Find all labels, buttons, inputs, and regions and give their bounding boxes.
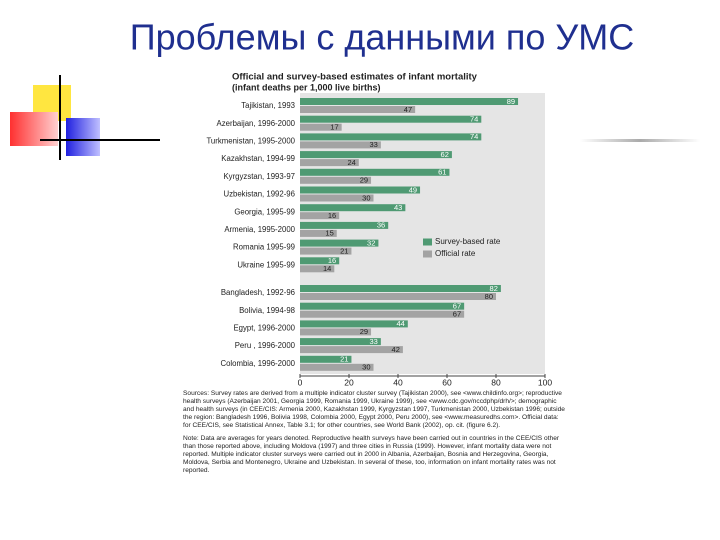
value-label: 62 (441, 150, 449, 159)
bar (300, 141, 381, 149)
value-label: 67 (453, 309, 461, 318)
bar (300, 159, 359, 167)
legend-swatch (423, 238, 432, 246)
y-tick-label: Peru , 1996-2000 (235, 341, 296, 350)
bar (300, 123, 342, 131)
y-tick-label: Armenia, 1995-2000 (224, 225, 295, 234)
bar (300, 204, 406, 212)
y-tick-label: Turkmenistan, 1995-2000 (206, 136, 295, 145)
x-tick-label: 0 (298, 377, 303, 387)
value-label: 15 (325, 229, 333, 238)
bar (300, 328, 372, 336)
value-label: 24 (347, 158, 355, 167)
x-tick-label: 80 (491, 377, 501, 387)
chart-title: Official and survey-based estimates of i… (232, 72, 478, 83)
bar (300, 293, 496, 300)
value-label: 36 (377, 221, 385, 230)
value-label: 74 (470, 114, 478, 123)
bar (300, 257, 340, 265)
x-tick-label: 100 (538, 377, 552, 387)
legend-label: Survey-based rate (435, 237, 501, 246)
note: Note: Data are averages for years denote… (183, 435, 560, 474)
decor (66, 118, 100, 156)
bar (300, 194, 374, 202)
value-label: 17 (330, 122, 338, 131)
value-label: 29 (360, 176, 368, 185)
bar (300, 229, 337, 237)
value-label: 43 (394, 203, 402, 212)
bar (300, 98, 519, 105)
value-label: 82 (490, 284, 498, 293)
y-tick-label: Bolivia, 1994-98 (239, 306, 295, 315)
bar (300, 115, 482, 123)
slide-title: Проблемы с данными по УМС (130, 17, 634, 58)
value-label: 29 (360, 327, 368, 336)
bar (300, 151, 452, 159)
legend-swatch (423, 250, 432, 258)
value-label: 89 (507, 97, 515, 106)
bar (300, 247, 352, 255)
bar (300, 265, 335, 273)
value-label: 49 (409, 185, 417, 194)
bar (300, 346, 403, 354)
bar (300, 168, 450, 176)
y-tick-label: Egypt, 1996-2000 (233, 323, 295, 332)
y-tick-label: Kazakhstan, 1994-99 (221, 154, 295, 163)
value-label: 47 (404, 105, 412, 114)
y-tick-label: Tajikistan, 1993 (241, 101, 295, 110)
value-label: 33 (370, 140, 378, 149)
value-label: 21 (340, 246, 348, 255)
value-label: 14 (323, 264, 331, 273)
value-label: 32 (367, 238, 375, 247)
bar (300, 320, 408, 328)
value-label: 30 (362, 193, 370, 202)
value-label: 30 (362, 363, 370, 372)
value-label: 33 (370, 337, 378, 346)
value-label: 21 (340, 355, 348, 364)
y-tick-label: Romania 1995-99 (233, 243, 295, 252)
value-label: 42 (392, 345, 400, 354)
notes: Sources: Survey rates are derived from a… (183, 390, 568, 480)
bar (300, 363, 374, 371)
value-label: 67 (453, 301, 461, 310)
bar (300, 302, 465, 310)
x-tick-label: 40 (393, 377, 403, 387)
bar (300, 176, 372, 184)
value-label: 44 (396, 319, 404, 328)
x-tick-label: 60 (442, 377, 452, 387)
bar (300, 338, 381, 346)
y-tick-label: Uzbekistan, 1992-96 (223, 190, 295, 199)
y-tick-label: Georgia, 1995-99 (234, 207, 295, 216)
value-label: 74 (470, 132, 478, 141)
y-tick-label: Bangladesh, 1992-96 (221, 288, 295, 297)
bar (300, 133, 482, 141)
note: Sources: Survey rates are derived from a… (183, 390, 565, 429)
y-tick-label: Ukraine 1995-99 (237, 260, 295, 269)
y-tick-label: Colombia, 1996-2000 (220, 359, 295, 368)
bar (300, 310, 465, 318)
bar (300, 212, 340, 220)
value-label: 16 (328, 256, 336, 265)
value-label: 61 (438, 168, 446, 177)
bar (300, 186, 421, 194)
legend-label: Official rate (435, 249, 476, 258)
y-tick-label: Azerbaijan, 1996-2000 (217, 119, 296, 128)
chart-subtitle: (infant deaths per 1,000 live births) (232, 82, 381, 92)
bar (300, 106, 416, 113)
value-label: 16 (328, 211, 336, 220)
x-tick-label: 20 (344, 377, 354, 387)
bar (300, 239, 379, 247)
bar (300, 221, 389, 229)
bar (300, 355, 352, 363)
bar (300, 285, 501, 292)
y-tick-label: Kyrgyzstan, 1993-97 (223, 172, 295, 181)
value-label: 80 (485, 292, 493, 301)
decor (580, 139, 700, 142)
